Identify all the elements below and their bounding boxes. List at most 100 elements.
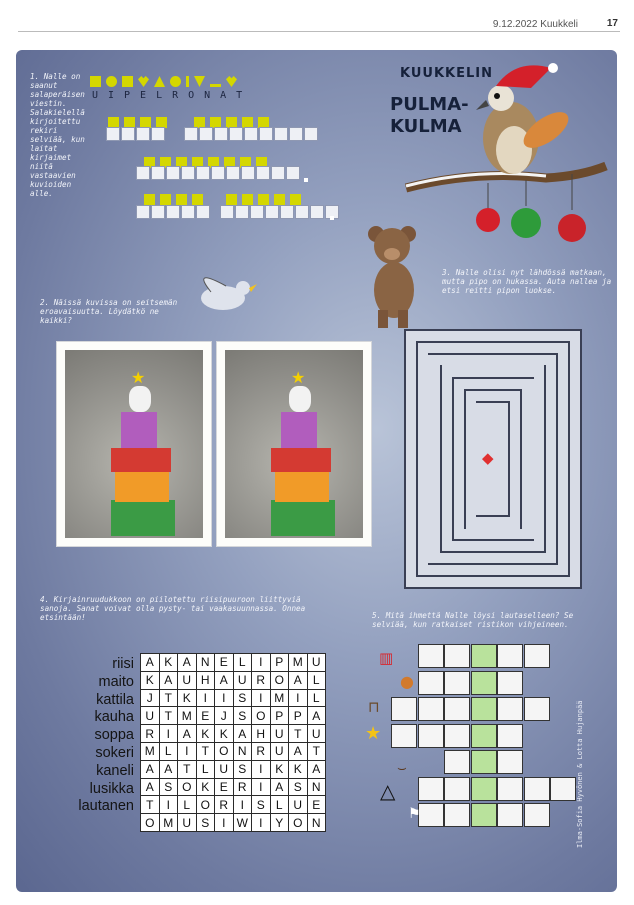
word-search-cell[interactable]: A (177, 724, 197, 743)
word-search-cell[interactable]: L (269, 795, 289, 815)
word-search-cell[interactable]: T (306, 741, 326, 761)
crossword-cell[interactable] (470, 644, 497, 668)
word-search-cell[interactable]: A (306, 759, 326, 779)
word-search-cell[interactable]: U (177, 813, 197, 832)
word-search-cell[interactable]: U (140, 706, 160, 726)
crossword-cell[interactable] (497, 776, 523, 801)
word-search-cell[interactable]: T (177, 759, 197, 779)
crossword-cell[interactable] (470, 776, 497, 801)
word-search-cell[interactable]: A (214, 670, 234, 690)
word-search-cell[interactable]: R (214, 795, 234, 815)
crossword-cell[interactable] (497, 750, 523, 774)
crossword-cell[interactable] (497, 803, 523, 827)
spot-difference-right[interactable]: ★ (216, 341, 372, 547)
word-search-cell[interactable]: A (288, 741, 308, 761)
spot-difference-left[interactable]: ★ (56, 341, 212, 547)
word-search-cell[interactable]: L (232, 653, 252, 672)
crossword-cell[interactable] (470, 670, 497, 695)
crossword-cell[interactable] (497, 723, 523, 748)
word-search-cell[interactable]: E (195, 706, 215, 726)
word-search-cell[interactable]: A (288, 670, 308, 690)
crossword-cell[interactable] (523, 644, 550, 668)
word-search-cell[interactable]: M (158, 813, 178, 832)
word-search-cell[interactable]: M (140, 741, 160, 761)
cipher-row-1-boxes[interactable] (106, 127, 319, 141)
word-search-cell[interactable]: L (306, 670, 326, 690)
word-search-cell[interactable]: W (232, 813, 252, 832)
word-search-cell[interactable]: U (306, 724, 326, 743)
word-search-cell[interactable]: P (288, 706, 308, 726)
word-search-cell[interactable]: O (177, 777, 197, 797)
maze[interactable]: ◆ (404, 329, 582, 589)
crossword-cell[interactable] (470, 697, 497, 721)
word-search-cell[interactable]: S (251, 795, 271, 815)
word-search-cell[interactable]: K (195, 724, 215, 743)
word-search-cell[interactable]: O (195, 795, 215, 815)
cipher-row-3-boxes[interactable] (136, 205, 340, 219)
word-search-cell[interactable]: R (140, 724, 160, 743)
word-search-cell[interactable]: T (288, 724, 308, 743)
word-search-cell[interactable]: S (195, 813, 215, 832)
word-search-cell[interactable]: N (306, 813, 326, 832)
word-search-cell[interactable]: L (195, 759, 215, 779)
crossword-cell[interactable] (417, 670, 444, 695)
word-search-cell[interactable]: E (214, 777, 234, 797)
crossword-cell[interactable] (550, 776, 576, 801)
word-search-cell[interactable]: U (269, 741, 289, 761)
word-search-cell[interactable]: U (232, 670, 252, 690)
crossword-cell[interactable] (444, 670, 470, 695)
crossword-cell[interactable] (417, 723, 444, 748)
word-search-cell[interactable]: K (214, 724, 234, 743)
word-search-cell[interactable]: O (288, 813, 308, 832)
crossword-cell[interactable] (444, 723, 470, 748)
word-search-cell[interactable]: L (177, 795, 197, 815)
word-search-cell[interactable]: I (177, 741, 197, 761)
word-search-cell[interactable]: L (158, 741, 178, 761)
word-search-cell[interactable]: H (195, 670, 215, 690)
word-search-cell[interactable]: I (214, 813, 234, 832)
word-search-cell[interactable]: M (269, 688, 289, 708)
word-search-cell[interactable]: M (177, 706, 197, 726)
crossword-cell[interactable] (470, 750, 497, 774)
word-search-cell[interactable]: K (158, 653, 178, 672)
word-search-cell[interactable]: I (251, 688, 271, 708)
word-search-cell[interactable]: K (195, 777, 215, 797)
word-search-cell[interactable]: P (269, 706, 289, 726)
cipher-row-2-boxes[interactable] (136, 166, 301, 180)
word-search-cell[interactable]: K (269, 759, 289, 779)
crossword-cell[interactable] (417, 697, 444, 721)
word-search-cell[interactable]: A (140, 653, 160, 672)
crossword-cell[interactable] (523, 776, 550, 801)
word-search-cell[interactable]: O (269, 670, 289, 690)
word-search-cell[interactable]: A (140, 759, 160, 779)
word-search-cell[interactable]: S (158, 777, 178, 797)
word-search-cell[interactable]: P (269, 653, 289, 672)
crossword-cell[interactable] (444, 644, 470, 668)
word-search-cell[interactable]: E (214, 653, 234, 672)
word-search-cell[interactable]: K (140, 670, 160, 690)
word-search-cell[interactable]: U (306, 653, 326, 672)
word-search-cell[interactable]: L (306, 688, 326, 708)
word-search-cell[interactable]: K (177, 688, 197, 708)
word-search-cell[interactable]: N (195, 653, 215, 672)
word-search-cell[interactable]: M (288, 653, 308, 672)
word-search-cell[interactable]: H (251, 724, 271, 743)
word-search-cell[interactable]: O (214, 741, 234, 761)
word-search-cell[interactable]: U (177, 670, 197, 690)
word-search-cell[interactable]: I (251, 777, 271, 797)
crossword-cell[interactable] (470, 803, 497, 827)
word-search-cell[interactable]: U (214, 759, 234, 779)
crossword-cell[interactable] (391, 697, 417, 721)
crossword-cell[interactable] (523, 697, 550, 721)
word-search-cell[interactable]: T (195, 741, 215, 761)
word-search-cell[interactable]: O (140, 813, 160, 832)
word-search-cell[interactable]: R (232, 777, 252, 797)
word-search-cell[interactable]: J (140, 688, 160, 708)
word-search-cell[interactable]: I (251, 759, 271, 779)
word-search-cell[interactable]: U (269, 724, 289, 743)
crossword-cell[interactable] (470, 723, 497, 748)
crossword-cell[interactable] (417, 776, 444, 801)
crossword-cell[interactable] (391, 723, 417, 748)
crossword-cell[interactable] (523, 803, 550, 827)
